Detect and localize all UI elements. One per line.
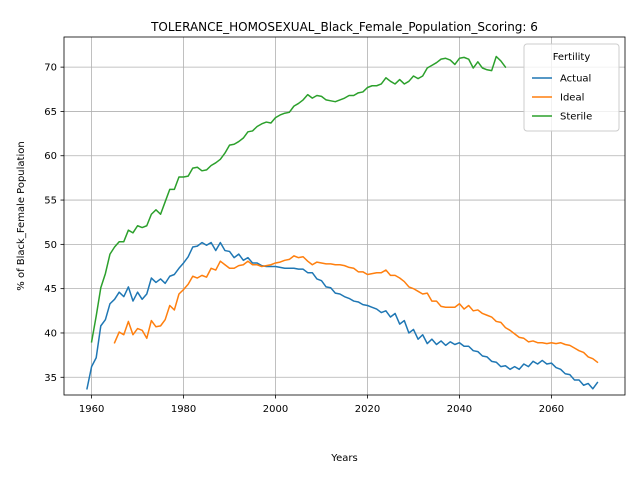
x-tick-label: 2060 bbox=[539, 404, 564, 415]
legend-label-sterile: Sterile bbox=[560, 112, 592, 123]
y-tick-label: 70 bbox=[44, 63, 57, 74]
y-axis-label: % of Black_Female Population bbox=[16, 141, 27, 290]
y-tick-label: 45 bbox=[44, 284, 57, 295]
x-tick-label: 1960 bbox=[79, 404, 104, 415]
x-tick-label: 1980 bbox=[171, 404, 196, 415]
y-tick-label: 65 bbox=[44, 107, 57, 118]
legend-label-ideal: Ideal bbox=[560, 93, 584, 104]
series-lines bbox=[86, 55, 599, 390]
y-tick-label: 55 bbox=[44, 196, 57, 207]
plot-frame bbox=[63, 36, 626, 396]
chart-title: TOLERANCE_HOMOSEXUAL_Black_Female_Popula… bbox=[150, 20, 538, 34]
legend-label-actual: Actual bbox=[560, 74, 591, 85]
y-tick-label: 40 bbox=[44, 328, 57, 339]
legend: Fertility Actual Ideal Sterile bbox=[523, 43, 620, 132]
legend-box bbox=[523, 43, 620, 132]
legend-title: Fertility bbox=[553, 52, 591, 63]
series-line-sterile bbox=[90, 55, 507, 343]
y-tick-label: 60 bbox=[44, 151, 57, 162]
legend-entries: Actual Ideal Sterile bbox=[532, 74, 592, 123]
series-line-actual bbox=[86, 241, 599, 390]
x-axis-label: Years bbox=[330, 453, 357, 464]
axis-ticks: 1960 1980 2000 2020 2040 2060 35 40 45 50 55 60 65 70 bbox=[44, 63, 564, 415]
x-tick-label: 2020 bbox=[355, 404, 380, 415]
x-tick-label: 2000 bbox=[263, 404, 288, 415]
series-line-ideal bbox=[113, 255, 599, 364]
y-tick-label: 50 bbox=[44, 240, 57, 251]
grid bbox=[64, 37, 625, 395]
y-tick-label: 35 bbox=[44, 373, 57, 384]
x-tick-label: 2040 bbox=[447, 404, 472, 415]
